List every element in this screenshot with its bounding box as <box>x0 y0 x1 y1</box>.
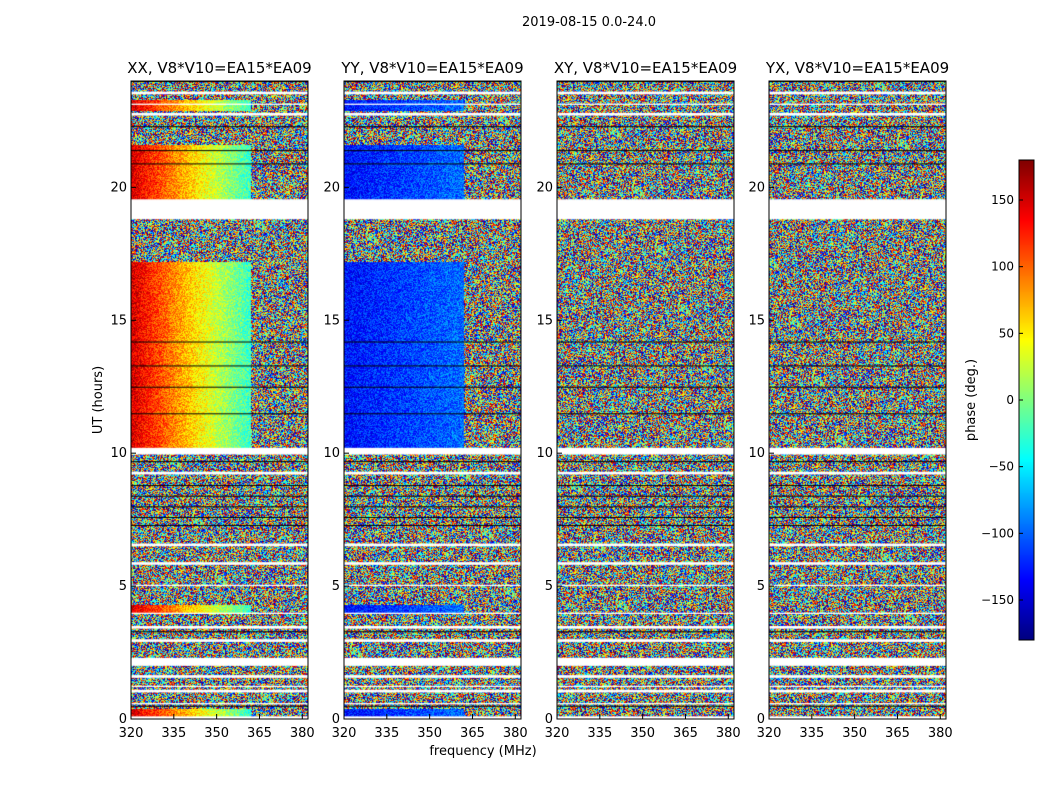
phase-heatmap-xy <box>557 81 734 719</box>
y-tick-0: 0 <box>545 712 553 727</box>
phase-heatmap-xx <box>131 81 308 719</box>
y-tick-10: 10 <box>748 446 765 461</box>
panel-title-xx: XX, V8*V10=EA15*EA09 <box>127 59 311 77</box>
suptitle-layer: 2019-08-15 0.0-24.0 <box>522 15 656 30</box>
y-tick-5: 5 <box>757 579 765 594</box>
phase-heatmap-yy <box>344 81 521 719</box>
x-tick-320: 320 <box>119 726 144 741</box>
axes-frame-xx <box>130 80 309 720</box>
suptitle: 2019-08-15 0.0-24.0 <box>522 15 656 30</box>
y-tick-0: 0 <box>119 712 127 727</box>
x-ticks-xy: 320 335 350 365 380 <box>545 726 741 741</box>
panel-title-yx: YX, V8*V10=EA15*EA09 <box>765 59 949 77</box>
colorbar-ticks: 150 100 50 0 −50 −100 −150 <box>981 193 1014 607</box>
x-tick-350: 350 <box>842 726 867 741</box>
x-tick-380: 380 <box>716 726 741 741</box>
colorbar-label: phase (deg.) <box>964 359 979 441</box>
y-tick-15: 15 <box>323 313 340 328</box>
y-tick-10: 10 <box>110 446 127 461</box>
x-ticks-yx: 320 335 350 365 380 <box>757 726 953 741</box>
y-tick-15: 15 <box>536 313 553 328</box>
panel-title-xy: XY, V8*V10=EA15*EA09 <box>554 59 737 77</box>
colorbar-tick-150: 150 <box>991 193 1014 207</box>
y-tick-10: 10 <box>536 446 553 461</box>
x-tick-335: 335 <box>799 726 824 741</box>
x-tick-350: 350 <box>204 726 229 741</box>
colorbar-tick-minus150: −150 <box>981 593 1014 607</box>
y-tick-20: 20 <box>748 180 765 195</box>
colorbar-gradient <box>1019 160 1034 640</box>
y-tick-20: 20 <box>110 180 127 195</box>
phase-heatmap-yx <box>769 81 946 719</box>
y-ticks-xx: 0 5 10 15 20 <box>110 180 127 727</box>
x-tick-350: 350 <box>630 726 655 741</box>
y-tick-20: 20 <box>536 180 553 195</box>
axes-frame-yx <box>768 80 947 720</box>
x-tick-380: 380 <box>928 726 953 741</box>
x-tick-350: 350 <box>417 726 442 741</box>
y-tick-10: 10 <box>323 446 340 461</box>
y-ticks-yy: 0 5 10 15 20 <box>323 180 340 727</box>
panel-title-yy: YY, V8*V10=EA15*EA09 <box>340 59 523 77</box>
x-tick-380: 380 <box>290 726 315 741</box>
x-ticks-yy: 320 335 350 365 380 <box>332 726 528 741</box>
x-tick-380: 380 <box>503 726 528 741</box>
colorbar-tick-minus100: −100 <box>981 526 1014 540</box>
y-ticks-yx: 0 5 10 15 20 <box>748 180 765 727</box>
colorbar-tick-minus50: −50 <box>989 460 1014 474</box>
x-tick-365: 365 <box>247 726 272 741</box>
y-tick-15: 15 <box>748 313 765 328</box>
x-tick-335: 335 <box>374 726 399 741</box>
y-tick-5: 5 <box>545 579 553 594</box>
axes-frame-yy <box>343 80 522 720</box>
y-tick-0: 0 <box>757 712 765 727</box>
x-axis-label: frequency (MHz) <box>429 744 536 759</box>
y-tick-5: 5 <box>119 579 127 594</box>
y-tick-20: 20 <box>323 180 340 195</box>
axes-frame-xy <box>556 80 735 720</box>
x-tick-365: 365 <box>673 726 698 741</box>
x-tick-320: 320 <box>757 726 782 741</box>
x-tick-335: 335 <box>587 726 612 741</box>
x-tick-365: 365 <box>460 726 485 741</box>
y-tick-5: 5 <box>332 579 340 594</box>
x-ticks-xx: 320 335 350 365 380 <box>119 726 315 741</box>
y-ticks-xy: 0 5 10 15 20 <box>536 180 553 727</box>
y-tick-0: 0 <box>332 712 340 727</box>
colorbar-tick-100: 100 <box>991 260 1014 274</box>
y-axis-label: UT (hours) <box>91 366 106 434</box>
x-tick-320: 320 <box>545 726 570 741</box>
y-tick-15: 15 <box>110 313 127 328</box>
x-tick-320: 320 <box>332 726 357 741</box>
x-tick-335: 335 <box>161 726 186 741</box>
colorbar-tick-50: 50 <box>999 326 1014 340</box>
colorbar-tick-0: 0 <box>1006 393 1014 407</box>
x-tick-365: 365 <box>885 726 910 741</box>
